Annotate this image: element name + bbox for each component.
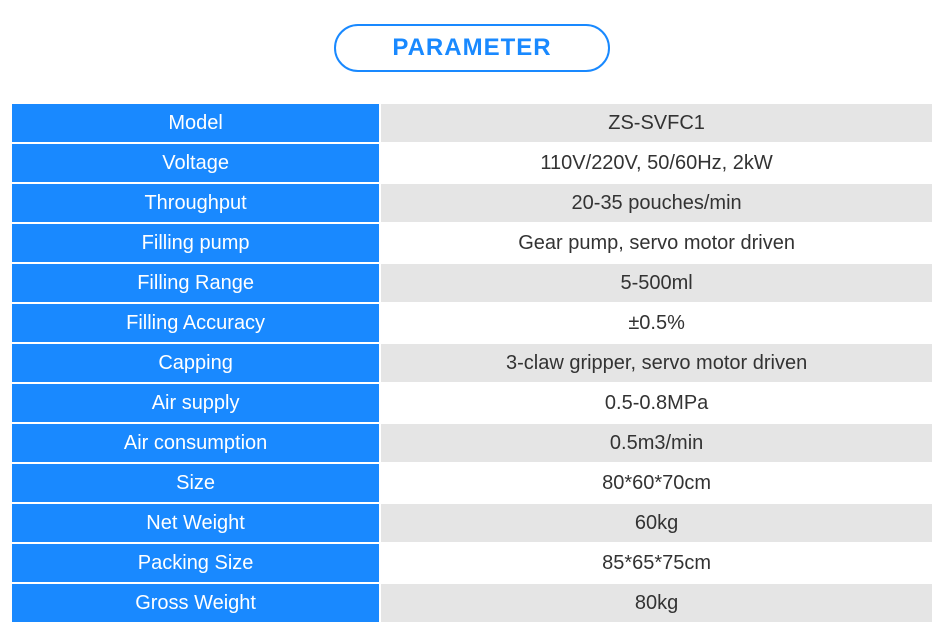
- table-row: Filling Range 5-500ml: [12, 264, 932, 302]
- param-label: Capping: [12, 344, 379, 382]
- table-row: Packing Size 85*65*75cm: [12, 544, 932, 582]
- param-value: 0.5-0.8MPa: [381, 384, 932, 422]
- param-value: ±0.5%: [381, 304, 932, 342]
- param-value: ZS-SVFC1: [381, 104, 932, 142]
- param-label: Voltage: [12, 144, 379, 182]
- param-value: 60kg: [381, 504, 932, 542]
- param-value: 5-500ml: [381, 264, 932, 302]
- parameter-table: Model ZS-SVFC1 Voltage 110V/220V, 50/60H…: [10, 102, 934, 624]
- param-value: 3-claw gripper, servo motor driven: [381, 344, 932, 382]
- param-value: 110V/220V, 50/60Hz, 2kW: [381, 144, 932, 182]
- param-label: Filling Range: [12, 264, 379, 302]
- table-row: Air consumption 0.5m3/min: [12, 424, 932, 462]
- param-label: Air consumption: [12, 424, 379, 462]
- table-row: Model ZS-SVFC1: [12, 104, 932, 142]
- param-value: Gear pump, servo motor driven: [381, 224, 932, 262]
- param-value: 85*65*75cm: [381, 544, 932, 582]
- table-row: Net Weight 60kg: [12, 504, 932, 542]
- param-value: 20-35 pouches/min: [381, 184, 932, 222]
- param-label: Throughput: [12, 184, 379, 222]
- param-label: Gross Weight: [12, 584, 379, 622]
- param-label: Packing Size: [12, 544, 379, 582]
- table-row: Size 80*60*70cm: [12, 464, 932, 502]
- param-label: Filling pump: [12, 224, 379, 262]
- parameter-title-pill: PARAMETER: [334, 24, 609, 72]
- param-label: Size: [12, 464, 379, 502]
- table-row: Capping 3-claw gripper, servo motor driv…: [12, 344, 932, 382]
- table-row: Gross Weight 80kg: [12, 584, 932, 622]
- table-row: Throughput 20-35 pouches/min: [12, 184, 932, 222]
- param-value: 0.5m3/min: [381, 424, 932, 462]
- header: PARAMETER: [10, 24, 934, 72]
- table-row: Air supply 0.5-0.8MPa: [12, 384, 932, 422]
- param-label: Net Weight: [12, 504, 379, 542]
- table-row: Filling Accuracy ±0.5%: [12, 304, 932, 342]
- param-value: 80*60*70cm: [381, 464, 932, 502]
- param-label: Filling Accuracy: [12, 304, 379, 342]
- param-value: 80kg: [381, 584, 932, 622]
- table-row: Voltage 110V/220V, 50/60Hz, 2kW: [12, 144, 932, 182]
- param-label: Air supply: [12, 384, 379, 422]
- table-row: Filling pump Gear pump, servo motor driv…: [12, 224, 932, 262]
- param-label: Model: [12, 104, 379, 142]
- parameter-title: PARAMETER: [392, 34, 551, 61]
